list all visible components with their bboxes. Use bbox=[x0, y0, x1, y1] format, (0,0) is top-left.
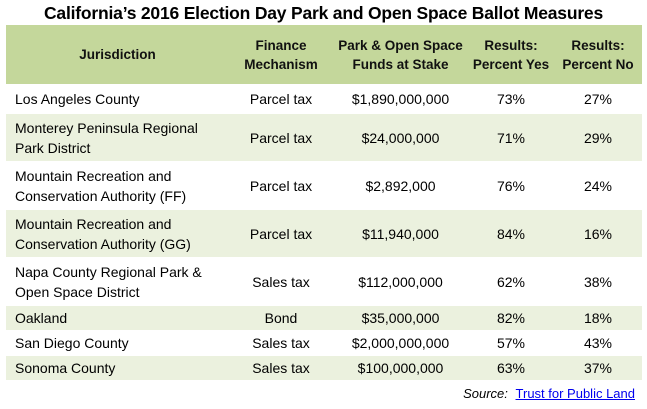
cell-funds: $35,000,000 bbox=[333, 305, 468, 331]
cell-percent-no: 37% bbox=[554, 355, 642, 381]
table-row: Sonoma County Sales tax $100,000,000 63%… bbox=[6, 355, 642, 381]
cell-mechanism: Parcel tax bbox=[229, 113, 333, 162]
cell-percent-yes: 63% bbox=[468, 355, 554, 381]
cell-mechanism: Sales tax bbox=[229, 330, 333, 356]
cell-percent-yes: 57% bbox=[468, 330, 554, 356]
cell-jurisdiction: Mountain Recreation and Conservation Aut… bbox=[6, 161, 229, 210]
cell-funds: $2,892,000 bbox=[333, 161, 468, 210]
cell-funds: $24,000,000 bbox=[333, 113, 468, 162]
header-funds-at-stake: Park & Open Space Funds at Stake bbox=[333, 25, 468, 84]
cell-jurisdiction: Mountain Recreation and Conservation Aut… bbox=[6, 209, 229, 258]
table-row: Oakland Bond $35,000,000 82% 18% bbox=[6, 305, 642, 331]
cell-jurisdiction: Los Angeles County bbox=[6, 84, 229, 114]
cell-percent-no: 29% bbox=[554, 113, 642, 162]
cell-mechanism: Sales tax bbox=[229, 355, 333, 381]
cell-jurisdiction: Monterey Peninsula Regional Park Distric… bbox=[6, 113, 229, 162]
cell-percent-no: 27% bbox=[554, 84, 642, 114]
cell-funds: $1,890,000,000 bbox=[333, 84, 468, 114]
cell-percent-yes: 84% bbox=[468, 209, 554, 258]
header-percent-no: Results: Percent No bbox=[554, 25, 642, 84]
table-row: Mountain Recreation and Conservation Aut… bbox=[6, 161, 642, 210]
cell-percent-no: 16% bbox=[554, 209, 642, 258]
cell-funds: $112,000,000 bbox=[333, 257, 468, 306]
cell-mechanism: Parcel tax bbox=[229, 84, 333, 114]
cell-jurisdiction: Napa County Regional Park & Open Space D… bbox=[6, 257, 229, 306]
cell-percent-no: 43% bbox=[554, 330, 642, 356]
source-label: Source: bbox=[463, 386, 508, 401]
cell-percent-yes: 73% bbox=[468, 84, 554, 114]
table-row: Los Angeles County Parcel tax $1,890,000… bbox=[6, 84, 642, 114]
source-credit: Source: Trust for Public Land bbox=[463, 386, 635, 401]
source-link[interactable]: Trust for Public Land bbox=[515, 386, 635, 401]
cell-jurisdiction: Sonoma County bbox=[6, 355, 229, 381]
header-jurisdiction: Jurisdiction bbox=[6, 25, 229, 84]
page-title: California’s 2016 Election Day Park and … bbox=[43, 3, 603, 23]
table-row: Napa County Regional Park & Open Space D… bbox=[6, 257, 642, 306]
table-row: Mountain Recreation and Conservation Aut… bbox=[6, 209, 642, 258]
table-row: San Diego County Sales tax $2,000,000,00… bbox=[6, 330, 642, 356]
header-percent-yes: Results: Percent Yes bbox=[468, 25, 554, 84]
cell-percent-yes: 82% bbox=[468, 305, 554, 331]
cell-percent-no: 24% bbox=[554, 161, 642, 210]
cell-mechanism: Sales tax bbox=[229, 257, 333, 306]
cell-percent-no: 18% bbox=[554, 305, 642, 331]
ballot-measures-table: Jurisdiction Finance Mechanism Park & Op… bbox=[6, 25, 642, 381]
cell-mechanism: Bond bbox=[229, 305, 333, 331]
cell-funds: $100,000,000 bbox=[333, 355, 468, 381]
cell-funds: $11,940,000 bbox=[333, 209, 468, 258]
header-finance-mechanism: Finance Mechanism bbox=[229, 25, 333, 84]
cell-percent-yes: 76% bbox=[468, 161, 554, 210]
table-header-row: Jurisdiction Finance Mechanism Park & Op… bbox=[6, 25, 642, 84]
cell-percent-yes: 71% bbox=[468, 113, 554, 162]
cell-percent-no: 38% bbox=[554, 257, 642, 306]
cell-mechanism: Parcel tax bbox=[229, 209, 333, 258]
cell-percent-yes: 62% bbox=[468, 257, 554, 306]
cell-funds: $2,000,000,000 bbox=[333, 330, 468, 356]
cell-mechanism: Parcel tax bbox=[229, 161, 333, 210]
cell-jurisdiction: Oakland bbox=[6, 305, 229, 331]
table-row: Monterey Peninsula Regional Park Distric… bbox=[6, 113, 642, 162]
cell-jurisdiction: San Diego County bbox=[6, 330, 229, 356]
